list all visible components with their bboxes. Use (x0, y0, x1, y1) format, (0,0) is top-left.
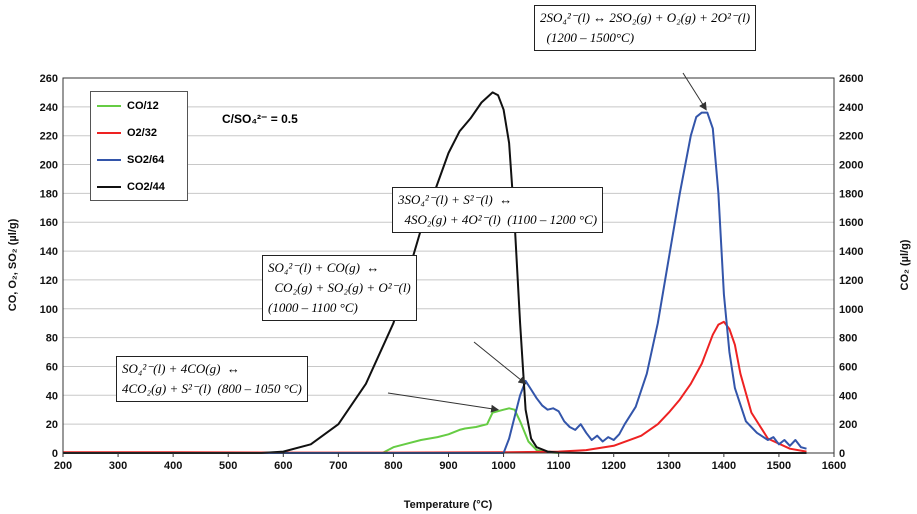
y-right-tick-label: 0 (839, 448, 845, 460)
x-tick-label: 200 (54, 460, 72, 472)
y-left-tick-label: 160 (40, 217, 58, 229)
legend-swatch-o2 (97, 131, 121, 134)
x-tick-label: 1200 (601, 460, 625, 472)
legend-label-co2: CO2/44 (127, 180, 165, 193)
x-tick-label: 1000 (491, 460, 515, 472)
y-left-tick-label: 220 (40, 131, 58, 143)
reaction-box-3: 3SO₄²⁻(l) + S²⁻(l) ↔ 4SO₂(g) + 4O²⁻(l) (… (392, 187, 604, 234)
reaction-4-line-1: 2SO₄²⁻(l) ↔ 2SO₂(g) + O₂(g) + 2O²⁻(l) (540, 10, 751, 25)
reaction-2-line-2: CO₂(g) + SO₂(g) + O²⁻(l) (268, 280, 411, 296)
x-tick-labels: 200 300 400 500 600 700 800 900 1000 1100 1200 1300… (54, 453, 846, 472)
y-right-tick-label: 2400 (839, 102, 863, 114)
legend-label-co: CO/12 (127, 99, 159, 112)
y-left-tick-label: 260 (40, 73, 58, 85)
y-left-tick-label: 100 (40, 304, 58, 316)
legend-swatch-co (97, 104, 121, 107)
y-right-tick-labels: 0 200 400 600 800 1000 1200 1400 1600 1800 2000 220… (839, 73, 863, 460)
y-right-tick-label: 800 (839, 333, 857, 345)
y-right-tick-label: 200 (839, 419, 857, 431)
reaction-box-4: 2SO₄²⁻(l) ↔ 2SO₂(g) + O₂(g) + 2O²⁻(l) (1… (534, 5, 757, 52)
y-left-tick-labels: 0 20 40 60 80 100 120 140 160 180 200 220 240 260 (40, 73, 58, 460)
y-left-tick-label: 60 (46, 361, 58, 373)
legend-item: CO2/44 (91, 173, 187, 200)
y-right-tick-label: 1800 (839, 188, 863, 200)
ratio-annotation: C/SO₄²⁻ = 0.5 (222, 112, 298, 126)
y-left-tick-label: 200 (40, 160, 58, 172)
x-tick-label: 800 (384, 460, 402, 472)
y-right-tick-label: 1200 (839, 275, 863, 287)
reaction-2-line-3: (1000 – 1100 °C) (268, 300, 358, 316)
series-line-co-12 (63, 407, 559, 454)
x-tick-label: 600 (274, 460, 292, 472)
y-right-tick-label: 400 (839, 390, 857, 402)
reaction-4-line-2: (1200 – 1500°C) (540, 30, 635, 46)
legend-item: SO2/64 (91, 146, 187, 173)
y-left-tick-label: 120 (40, 275, 58, 287)
x-tick-label: 900 (439, 460, 457, 472)
y-left-tick-label: 80 (46, 333, 58, 345)
y-left-axis-title: CO, O₂, SO₂ (µl/g) (7, 218, 19, 311)
y-left-tick-label: 0 (52, 448, 58, 460)
y-right-tick-label: 2000 (839, 160, 863, 172)
x-tick-label: 1100 (547, 460, 571, 472)
reaction-1-line-1: SO₄²⁻(l) + 4CO(g) ↔ (122, 361, 240, 376)
x-tick-label: 1500 (767, 460, 791, 472)
reaction-box-1: SO₄²⁻(l) + 4CO(g) ↔ 4CO₂(g) + S²⁻(l) (800… (116, 356, 308, 403)
y-left-tick-label: 20 (46, 419, 58, 431)
annotation-pointer (682, 72, 707, 111)
annotation-pointer (473, 341, 527, 385)
y-left-tick-label: 40 (46, 390, 58, 402)
reaction-3-line-1: 3SO₄²⁻(l) + S²⁻(l) ↔ (398, 192, 513, 207)
x-tick-label: 1400 (712, 460, 736, 472)
legend-label-o2: O2/32 (127, 126, 157, 139)
reaction-1-line-2: 4CO₂(g) + S²⁻(l) (800 – 1050 °C) (122, 381, 302, 397)
y-right-tick-label: 2200 (839, 131, 863, 143)
x-tick-label: 500 (219, 460, 237, 472)
legend-item: CO/12 (91, 92, 187, 119)
y-right-axis-title: CO₂ (µl/g) (899, 239, 911, 290)
y-left-tick-label: 180 (40, 188, 58, 200)
y-right-tick-label: 1600 (839, 217, 863, 229)
reaction-2-line-1: SO₄²⁻(l) + CO(g) ↔ (268, 260, 380, 275)
y-left-tick-label: 140 (40, 246, 58, 258)
reaction-3-line-2: 4SO₂(g) + 4O²⁻(l) (1100 – 1200 °C) (398, 212, 598, 228)
legend: CO/12 O2/32 SO2/64 CO2/44 (90, 91, 188, 201)
y-left-tick-label: 240 (40, 102, 58, 114)
y-right-tick-label: 2600 (839, 73, 863, 85)
reaction-box-2: SO₄²⁻(l) + CO(g) ↔ CO₂(g) + SO₂(g) + O²⁻… (262, 255, 417, 322)
x-tick-label: 300 (109, 460, 127, 472)
annotation-pointer (387, 392, 500, 413)
x-axis-title: Temperature (°C) (404, 499, 493, 511)
x-tick-label: 1600 (822, 460, 846, 472)
legend-swatch-so2 (97, 158, 121, 161)
x-tick-label: 700 (329, 460, 347, 472)
legend-label-so2: SO2/64 (127, 153, 165, 166)
y-right-tick-label: 1400 (839, 246, 863, 258)
x-tick-label: 1300 (657, 460, 681, 472)
legend-item: O2/32 (91, 119, 187, 146)
y-right-tick-label: 600 (839, 361, 857, 373)
annotation-pointers (387, 72, 707, 413)
x-tick-label: 400 (164, 460, 182, 472)
y-right-tick-label: 1000 (839, 304, 863, 316)
series-line-so2-64 (63, 111, 807, 454)
legend-swatch-co2 (97, 185, 121, 188)
